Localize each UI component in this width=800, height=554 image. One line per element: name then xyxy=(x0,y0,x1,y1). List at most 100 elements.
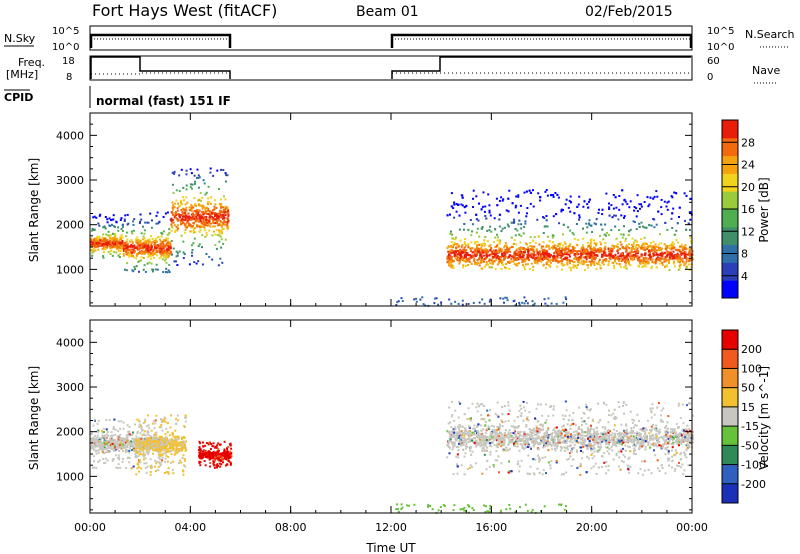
echo-point xyxy=(219,235,222,238)
echo-point xyxy=(191,254,193,257)
echo-point xyxy=(599,240,602,243)
echo-point xyxy=(187,215,190,218)
echo-point xyxy=(510,255,513,258)
echo-point xyxy=(602,263,605,266)
echo-point xyxy=(222,227,225,230)
echo-point xyxy=(642,259,645,262)
echo-point xyxy=(514,234,517,237)
echo-point xyxy=(604,258,607,260)
echo-point xyxy=(658,249,661,252)
echo-point xyxy=(157,456,160,459)
echo-point xyxy=(119,466,122,469)
echo-point xyxy=(117,440,120,443)
echo-point xyxy=(163,254,166,257)
nsearch-tick-bottom: 10^0 xyxy=(707,42,734,53)
echo-point xyxy=(474,241,477,244)
echo-point xyxy=(124,451,127,454)
echo-point xyxy=(608,208,611,210)
echo-point xyxy=(142,252,145,255)
echo-point xyxy=(150,429,153,432)
echo-point xyxy=(560,250,563,252)
echo-point xyxy=(175,255,178,258)
echo-point xyxy=(654,258,657,261)
echo-point xyxy=(153,436,156,439)
echo-point xyxy=(180,201,183,204)
echo-point xyxy=(562,209,564,211)
echo-point xyxy=(529,202,532,205)
echo-point xyxy=(224,238,227,241)
echo-point xyxy=(95,245,98,248)
echo-point xyxy=(138,423,141,426)
echo-point xyxy=(479,253,482,256)
echo-point xyxy=(214,222,217,225)
echo-point xyxy=(182,186,185,189)
echo-point xyxy=(114,428,117,431)
echo-point xyxy=(176,442,179,445)
power-ylabel: Slant Range [km] xyxy=(27,158,41,262)
echo-point xyxy=(150,257,152,260)
echo-point xyxy=(652,246,655,249)
echo-point xyxy=(638,222,641,225)
echo-point xyxy=(515,248,518,251)
echo-point xyxy=(537,251,540,254)
echo-point xyxy=(152,449,155,452)
echo-point xyxy=(648,224,651,227)
echo-point xyxy=(126,213,129,216)
echo-point xyxy=(483,250,486,253)
echo-point xyxy=(197,214,200,217)
echo-point xyxy=(561,248,564,251)
echo-point xyxy=(684,219,686,222)
echo-point xyxy=(464,250,466,253)
echo-point xyxy=(121,226,124,228)
echo-point xyxy=(226,221,229,224)
echo-point xyxy=(180,199,182,202)
echo-point xyxy=(186,218,189,221)
echo-point xyxy=(628,247,631,250)
echo-point xyxy=(203,182,206,185)
echo-point xyxy=(226,222,229,225)
echo-point xyxy=(505,296,508,299)
echo-point xyxy=(678,261,681,264)
echo-point xyxy=(142,268,145,271)
echo-point xyxy=(102,242,105,245)
echo-point xyxy=(160,235,163,238)
echo-point xyxy=(666,255,669,258)
echo-point xyxy=(519,257,522,260)
echo-point xyxy=(532,205,535,208)
echo-point xyxy=(515,243,518,246)
echo-point xyxy=(140,424,142,427)
echo-point xyxy=(603,254,606,257)
echo-point xyxy=(144,418,147,421)
echo-point xyxy=(150,444,152,446)
echo-point xyxy=(556,193,559,196)
echo-point xyxy=(457,250,460,252)
y-tick-label: 3000 xyxy=(56,174,84,187)
echo-point xyxy=(185,440,187,443)
echo-point xyxy=(465,251,468,254)
echo-point xyxy=(623,255,626,258)
echo-point xyxy=(558,246,561,249)
echo-point xyxy=(448,262,450,265)
echo-point xyxy=(177,438,179,441)
echo-point xyxy=(676,254,679,257)
echo-point xyxy=(180,461,183,464)
echo-point xyxy=(565,245,568,248)
echo-point xyxy=(122,437,125,440)
echo-point xyxy=(469,247,472,250)
echo-point xyxy=(198,209,201,212)
echo-point xyxy=(581,248,584,251)
echo-point xyxy=(135,449,138,452)
echo-point xyxy=(544,256,547,259)
echo-point xyxy=(478,257,481,260)
echo-point xyxy=(585,222,588,225)
echo-point xyxy=(120,234,123,236)
echo-point xyxy=(173,202,176,205)
echo-point xyxy=(490,259,493,262)
echo-point xyxy=(205,212,208,215)
echo-point xyxy=(181,218,183,221)
echo-point xyxy=(506,251,509,254)
echo-point xyxy=(639,262,642,265)
echo-point xyxy=(489,214,492,217)
echo-point xyxy=(102,233,105,236)
echo-point xyxy=(99,442,102,445)
